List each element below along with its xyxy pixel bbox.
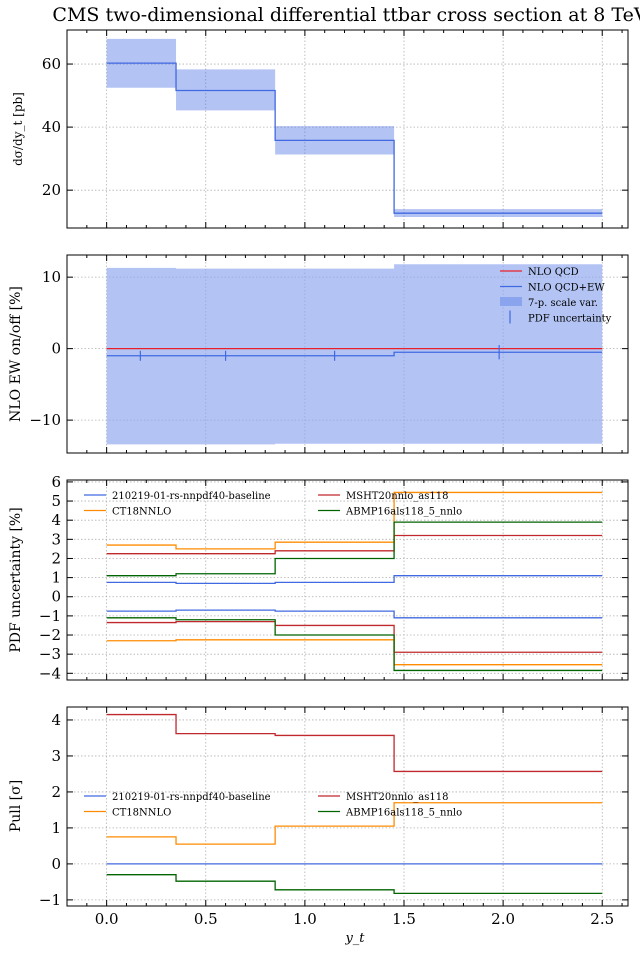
y-tick-label: 1 [51, 819, 61, 837]
y-tick-label: 10 [42, 268, 61, 286]
y-tick-label: −1 [39, 891, 61, 909]
series-up-line [106, 575, 603, 584]
y-tick-label: −10 [29, 411, 61, 429]
series-line [106, 874, 603, 895]
legend-label: CT18NNLO [112, 507, 171, 518]
y-tick-label: 3 [51, 530, 61, 548]
y-tick-label: 2 [51, 783, 61, 801]
series-down-line [106, 609, 603, 619]
panel4-ylabel: Pull [σ] [8, 780, 24, 832]
y-tick-label: 4 [51, 511, 61, 529]
y-tick-label: 60 [42, 55, 61, 73]
legend-label: CT18NNLO [112, 808, 171, 819]
legend-label: PDF uncertainty [528, 314, 612, 325]
legend-label: MSHT20nnlo_as118 [346, 792, 449, 803]
y-tick-label: 20 [42, 181, 61, 199]
legend-label: NLO QCD+EW [528, 283, 605, 294]
y-tick-label: −2 [39, 626, 61, 644]
y-tick-label: 4 [51, 711, 61, 729]
legend-label: ABMP16als118_5_nnlo [345, 808, 462, 819]
axes-frame [66, 29, 629, 229]
scale-band [106, 38, 603, 217]
panel1-ylabel: dσ/dy_t [pb] [11, 92, 25, 166]
series-up-line [106, 491, 603, 550]
y-tick-label: −4 [39, 664, 61, 682]
scale-band [106, 264, 603, 445]
x-tick-label: 1.0 [293, 910, 317, 928]
legend-label: 7-p. scale var. [528, 298, 598, 309]
series-line [106, 802, 603, 845]
panel-1: 20 40 60 [42, 29, 629, 229]
panel2-ylabel: NLO EW on/off [%] [8, 286, 24, 422]
x-axis-label: y_t [344, 931, 365, 946]
y-tick-label: 5 [51, 492, 61, 510]
y-tick-label: 2 [51, 549, 61, 567]
x-tick-label: 0.5 [194, 910, 218, 928]
y-tick-label: 6 [51, 473, 61, 491]
legend-label: 210219-01-rs-nnpdf40-baseline [112, 792, 271, 803]
y-tick-label: 0 [51, 340, 61, 358]
panel-2: −10 0 10 NLO QCD NLO QCD+EW 7-p. scale var. PD… [29, 254, 629, 454]
x-tick-label: 1.5 [392, 910, 416, 928]
x-tick-label: 2.5 [590, 910, 614, 928]
series-down-line [106, 617, 603, 672]
y-tick-label: 0 [51, 855, 61, 873]
panel3-ylabel: PDF uncertainty [%] [8, 507, 24, 652]
y-tick-label: 40 [42, 118, 61, 136]
series-line [106, 62, 603, 214]
y-tick-label: −1 [39, 607, 61, 625]
axes-frame [66, 706, 629, 907]
panel-4: −1 0 1 2 3 4 0.0 0.5 1.0 1.5 2.0 2.5 210219-01-rs-nn… [39, 706, 629, 928]
legend-label: 210219-01-rs-nnpdf40-baseline [112, 491, 271, 502]
axes-frame [66, 479, 629, 681]
y-tick-label: 0 [51, 588, 61, 606]
axes-frame [66, 254, 629, 454]
legend-patch [500, 297, 522, 306]
y-tick-label: 1 [51, 569, 61, 587]
legend-label: MSHT20nnlo_as118 [346, 491, 449, 502]
x-tick-label: 2.0 [491, 910, 515, 928]
series-up-line [106, 521, 603, 577]
y-tick-label: −3 [39, 645, 61, 663]
series-up-line [106, 534, 603, 555]
series-line [106, 713, 603, 773]
legend-label: NLO QCD [528, 267, 579, 278]
legend-label: ABMP16als118_5_nnlo [345, 507, 462, 518]
series-down-line [106, 620, 603, 653]
x-tick-label: 0.0 [95, 910, 119, 928]
y-tick-label: 3 [51, 747, 61, 765]
chart-title: CMS two-dimensional differential ttbar c… [52, 4, 640, 26]
